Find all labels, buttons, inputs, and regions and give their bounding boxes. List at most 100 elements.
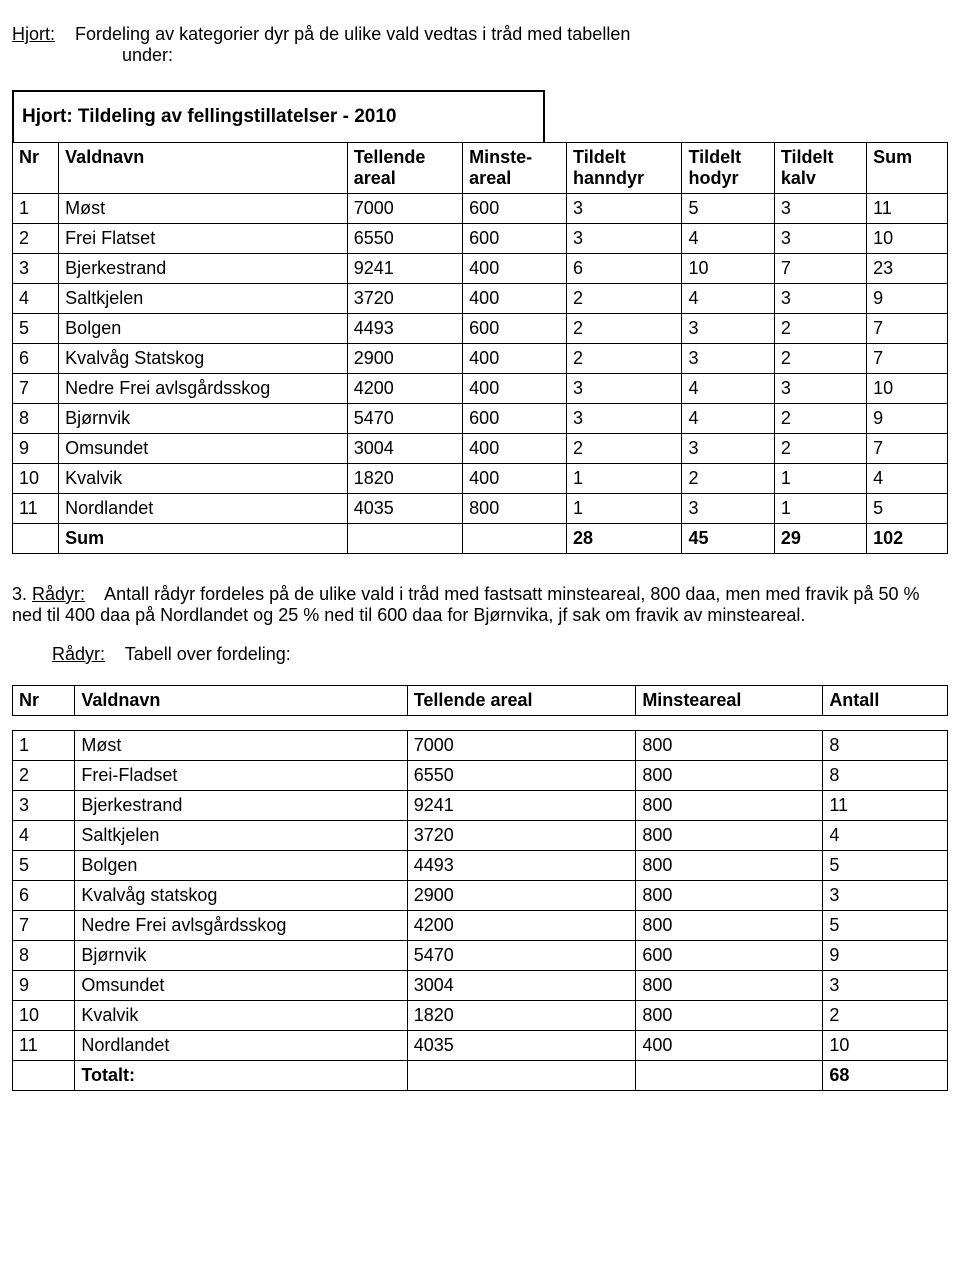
cell-min: 400 (463, 254, 567, 284)
cell-kalv: 2 (774, 344, 866, 374)
cell-min: 800 (636, 971, 823, 1001)
cell-tell: 5470 (347, 404, 462, 434)
table-row: 4Saltkjelen37208004 (13, 821, 948, 851)
table-row: 7Nedre Frei avlsgårdsskog42008005 (13, 911, 948, 941)
para3-label: Rådyr: (32, 584, 85, 604)
th-tellende-l1: Tellende (354, 147, 426, 167)
sub-line: Rådyr: Tabell over fordeling: (52, 644, 948, 665)
sub-text: Tabell over fordeling: (125, 644, 291, 664)
cell-tell: 7000 (407, 731, 636, 761)
cell-tell: 4035 (347, 494, 462, 524)
cell-blank (347, 524, 462, 554)
cell-hanndyr: 1 (567, 494, 682, 524)
cell-navn: Nordlandet (75, 1031, 407, 1061)
table-row: 5Bolgen44936002327 (13, 314, 948, 344)
cell-sum: 7 (867, 314, 948, 344)
cell-hodyr: 4 (682, 374, 774, 404)
cell-navn: Saltkjelen (59, 284, 348, 314)
t2-th-valdnavn: Valdnavn (75, 686, 407, 716)
cell-nr: 7 (13, 911, 75, 941)
cell-tell: 6550 (407, 761, 636, 791)
cell-navn: Bjørnvik (59, 404, 348, 434)
table-row: 11Nordlandet40358001315 (13, 494, 948, 524)
cell-min: 600 (636, 941, 823, 971)
cell-hodyr: 3 (682, 314, 774, 344)
cell-blank (463, 524, 567, 554)
cell-min: 800 (636, 881, 823, 911)
th-minste: Minste- areal (463, 143, 567, 194)
cell-kalv: 2 (774, 434, 866, 464)
cell-hodyr: 4 (682, 404, 774, 434)
cell-hanndyr: 2 (567, 434, 682, 464)
cell-antall: 9 (823, 941, 948, 971)
cell-min: 800 (636, 761, 823, 791)
th-valdnavn: Valdnavn (59, 143, 348, 194)
cell-nr: 1 (13, 194, 59, 224)
cell-antall: 11 (823, 791, 948, 821)
cell-min: 400 (463, 464, 567, 494)
cell-sum: 10 (867, 224, 948, 254)
table-row: 7Nedre Frei avlsgårdsskog420040034310 (13, 374, 948, 404)
cell-hanndyr: 3 (567, 404, 682, 434)
th-nr: Nr (13, 143, 59, 194)
cell-hodyr: 4 (682, 224, 774, 254)
cell-sum: 23 (867, 254, 948, 284)
cell-nr: 8 (13, 941, 75, 971)
intro-label: Hjort: (12, 24, 55, 44)
cell-total-label: Totalt: (75, 1061, 407, 1091)
cell-antall: 3 (823, 881, 948, 911)
cell-sum-h2: 45 (682, 524, 774, 554)
cell-navn: Bjørnvik (75, 941, 407, 971)
cell-sum: 11 (867, 194, 948, 224)
cell-navn: Bolgen (59, 314, 348, 344)
cell-nr: 4 (13, 821, 75, 851)
cell-blank (636, 1061, 823, 1091)
cell-navn: Møst (59, 194, 348, 224)
table-row: 10Kvalvik18208002 (13, 1001, 948, 1031)
table1-title: Hjort: Tildeling av fellingstillatelser … (12, 90, 545, 142)
table-row: 1Møst700060035311 (13, 194, 948, 224)
cell-navn: Kvalvik (75, 1001, 407, 1031)
cell-tell: 9241 (347, 254, 462, 284)
table2-header-row: Nr Valdnavn Tellende areal Minsteareal A… (13, 686, 948, 716)
th-hodyr: Tildelt hodyr (682, 143, 774, 194)
cell-navn: Saltkjelen (75, 821, 407, 851)
cell-tell: 7000 (347, 194, 462, 224)
cell-nr: 5 (13, 851, 75, 881)
cell-min: 400 (463, 374, 567, 404)
table-row: 10Kvalvik18204001214 (13, 464, 948, 494)
cell-min: 400 (636, 1031, 823, 1061)
cell-kalv: 3 (774, 224, 866, 254)
cell-tell: 4035 (407, 1031, 636, 1061)
table-row: 4Saltkjelen37204002439 (13, 284, 948, 314)
table-row: 6Kvalvåg Statskog29004002327 (13, 344, 948, 374)
cell-nr: 2 (13, 761, 75, 791)
cell-antall: 8 (823, 731, 948, 761)
cell-nr: 8 (13, 404, 59, 434)
cell-min: 600 (463, 194, 567, 224)
cell-hanndyr: 1 (567, 464, 682, 494)
cell-kalv: 7 (774, 254, 866, 284)
cell-sum-label: Sum (59, 524, 348, 554)
cell-nr: 7 (13, 374, 59, 404)
cell-min: 600 (463, 314, 567, 344)
cell-navn: Bjerkestrand (75, 791, 407, 821)
th-tellende: Tellende areal (347, 143, 462, 194)
th-hanndyr: Tildelt hanndyr (567, 143, 682, 194)
th-tellende-l2: areal (354, 168, 396, 188)
cell-nr: 2 (13, 224, 59, 254)
cell-sum: 9 (867, 404, 948, 434)
cell-min: 600 (463, 404, 567, 434)
cell-hanndyr: 2 (567, 284, 682, 314)
cell-min: 800 (463, 494, 567, 524)
th-hodyr-l2: hodyr (688, 168, 738, 188)
cell-min: 400 (463, 434, 567, 464)
cell-blank (13, 1061, 75, 1091)
th-kalv: Tildelt kalv (774, 143, 866, 194)
radyr-table: Nr Valdnavn Tellende areal Minsteareal A… (12, 685, 948, 1091)
cell-tell: 4200 (407, 911, 636, 941)
cell-hodyr: 5 (682, 194, 774, 224)
cell-antall: 4 (823, 821, 948, 851)
cell-tell: 3004 (347, 434, 462, 464)
cell-sum: 9 (867, 284, 948, 314)
